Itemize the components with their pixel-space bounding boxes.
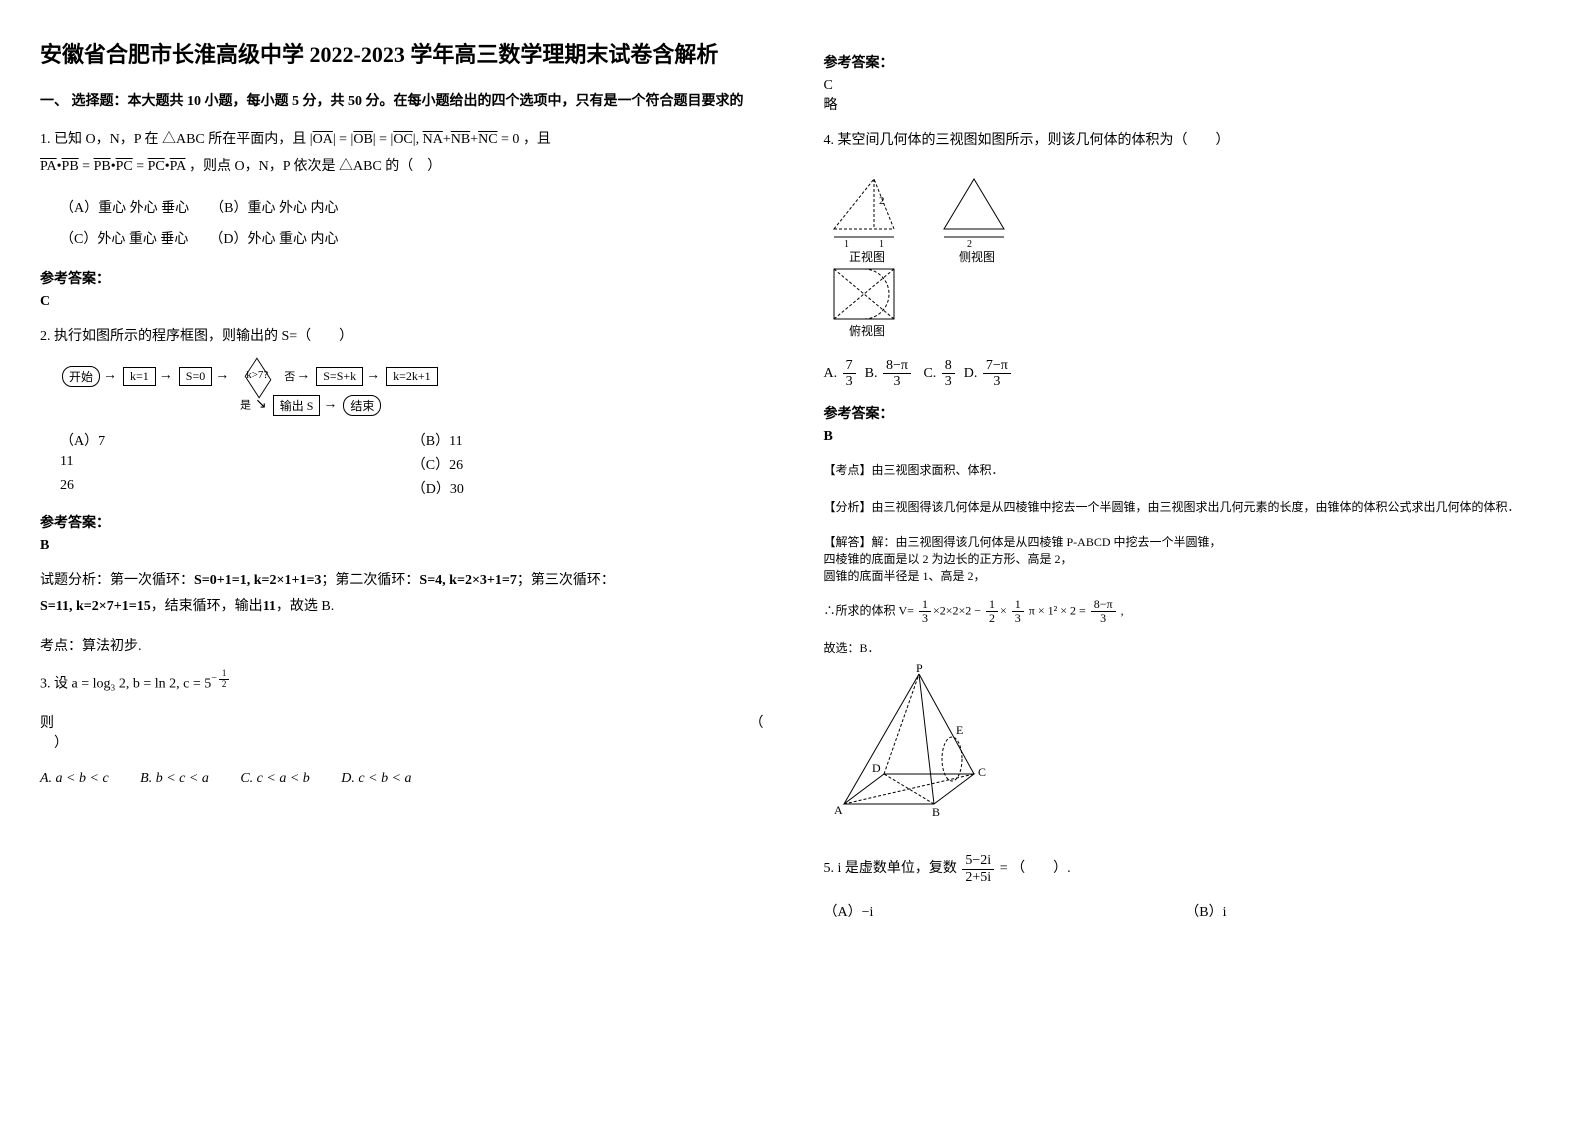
q4-three-views: 2 1 1 正视图 2 侧视图 (824, 169, 1548, 344)
svg-text:正视图: 正视图 (849, 249, 885, 264)
page-title: 安徽省合肥市长淮高级中学 2022-2023 学年高三数学理期末试卷含解析 (40, 40, 764, 71)
q1-eq1: |OA| = |OB| = |OC|, NA+NB+NC = 0 (310, 132, 520, 147)
svg-text:B: B (932, 805, 940, 819)
flow-k1: k=1 (123, 367, 156, 386)
svg-text:2: 2 (879, 195, 885, 207)
question-2: 2. 执行如图所示的程序框图，则输出的 S=（ ） (40, 324, 764, 351)
q2-optB: （B）11 (412, 430, 764, 450)
q1-eq2: PA•PB = PB•PC = PC•PA (40, 159, 186, 174)
q4-kaodian: 【考点】由三视图求面积、体积． (824, 459, 1548, 482)
flow-cond: k>7? (235, 365, 279, 389)
q4-answer: B (824, 429, 1548, 445)
q3-paren: ） (40, 732, 764, 752)
q2-optA: （A）7 (60, 430, 412, 450)
q4-jd2: 四棱锥的底面是以 2 为边长的正方形、高是 2， (824, 550, 1548, 567)
svg-text:1: 1 (844, 239, 849, 250)
ans-label-2: 参考答案： (40, 512, 764, 532)
q2-optC: （C）26 (412, 454, 764, 474)
q4-jd5: 故选：B． (824, 639, 1548, 656)
q1-optC: （C）外心 重心 垂心 (60, 232, 188, 247)
q1-answer: C (40, 294, 764, 310)
flow-out: 输出 S (273, 395, 321, 416)
flow-yes: 是 (240, 399, 251, 411)
q3-answer: C (824, 78, 1548, 94)
q1-optD: （D）外心 重心 内心 (216, 232, 338, 247)
q2-kaodian: 考点：算法初步. (40, 635, 764, 655)
q1-stem-c: ，则点 O，N，P 依次是 △ABC 的（ ） (189, 159, 441, 174)
q1-optB: （B）重心 外心 内心 (217, 201, 338, 216)
ans-label-3: 参考答案： (824, 52, 1548, 72)
q4-solid-figure: P E A B C D (824, 664, 1548, 839)
q1-options: （A）重心 外心 垂心 （B）重心 外心 内心 （C）外心 重心 垂心 （D）外… (60, 194, 764, 256)
flow-upK: k=2k+1 (386, 367, 438, 386)
svg-text:C: C (978, 765, 986, 779)
q3-options: A. a < b < c B. b < c < a C. c < a < b D… (40, 766, 764, 793)
q4-options: A. 73 B. 8−π3 C. 83 D. 7−π3 (824, 358, 1548, 390)
q5-optB: （B）i (1185, 901, 1547, 921)
question-3: 3. 设 a = log₃ 2, b = ln 2, c = 5−12 (40, 669, 764, 698)
ans-label: 参考答案： (40, 268, 764, 288)
svg-text:2: 2 (967, 239, 972, 250)
flow-no: 否 (284, 370, 295, 382)
q3-note: 略 (824, 94, 1548, 114)
q4-fenxi: 【分析】由三视图得该几何体是从四棱锥中挖去一个半圆锥，由三视图求出几何元素的长度… (824, 496, 1548, 519)
q1-optA: （A）重心 外心 垂心 (60, 201, 189, 216)
flow-start: 开始 (62, 366, 100, 387)
question-4: 4. 某空间几何体的三视图如图所示，则该几何体的体积为（ ） (824, 128, 1548, 155)
ans-label-4: 参考答案： (824, 403, 1548, 423)
flow-upS: S=S+k (316, 367, 363, 386)
q5-options: （A）−i （B）i (824, 899, 1548, 923)
q2-answer: B (40, 538, 764, 554)
question-5: 5. i 是虚数单位，复数 5−2i2+5i = （ ）. (824, 853, 1548, 885)
q4-jd4: ∴所求的体积 V= 13×2×2×2 − 12× 13 π × 1² × 2 =… (824, 598, 1548, 625)
svg-text:侧视图: 侧视图 (959, 249, 995, 264)
svg-text:P: P (916, 664, 923, 675)
flow-end: 结束 (343, 395, 381, 416)
svg-text:俯视图: 俯视图 (849, 323, 885, 338)
flow-s0: S=0 (179, 367, 212, 386)
section-intro: 一、 选择题：本大题共 10 小题，每小题 5 分，共 50 分。在每小题给出的… (40, 91, 764, 113)
svg-text:D: D (872, 761, 881, 775)
q3-then: 则 （ (40, 712, 764, 732)
svg-text:1: 1 (879, 239, 884, 250)
q5-optA: （A）−i (824, 901, 1186, 921)
q2-options: （A）7 （B）11 11 （C）26 26 （D）30 (60, 428, 764, 500)
question-1: 1. 已知 O，N，P 在 △ABC 所在平面内，且 |OA| = |OB| =… (40, 127, 764, 180)
q1-stem-b: ，且 (523, 132, 551, 147)
q4-jd1: 【解答】解：由三视图得该几何体是从四棱锥 P‑ABCD 中挖去一个半圆锥， (824, 533, 1548, 550)
q2-explanation: 试题分析：第一次循环：S=0+1=1, k=2×1+1=3；第二次循环：S=4,… (40, 568, 764, 621)
q1-stem-a: 1. 已知 O，N，P 在 △ABC 所在平面内，且 (40, 132, 306, 147)
q2-flowchart: 开始→ k=1→ S=0→ k>7? 否→ S=S+k→ k=2k+1 是 ↘ … (60, 365, 764, 416)
q2-optD: （D）30 (412, 478, 764, 498)
svg-text:A: A (834, 803, 843, 817)
q4-jd3: 圆锥的底面半径是 1、高是 2， (824, 567, 1548, 584)
svg-text:E: E (956, 723, 963, 737)
